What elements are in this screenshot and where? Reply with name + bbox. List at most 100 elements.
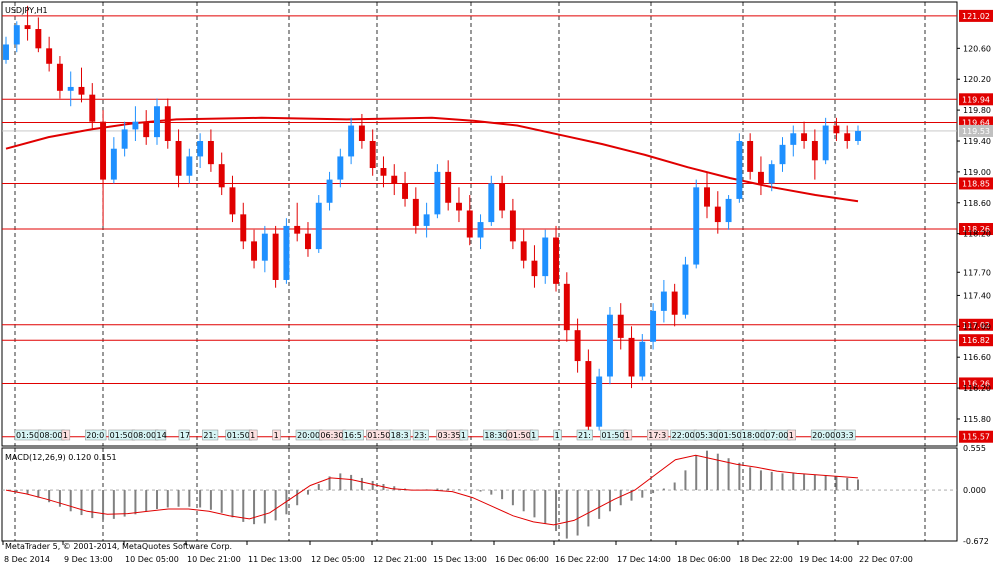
candle-body [477, 222, 484, 238]
session-label: 01:50 [719, 431, 742, 440]
session-label: 1 [789, 431, 794, 440]
candle-body [35, 29, 42, 49]
current-price-tag [959, 124, 993, 137]
candle-body [531, 260, 538, 277]
price-axis-label: 119.80 [963, 106, 991, 115]
macd-axis-label: 0.000 [963, 486, 986, 495]
price-axis-label: 116.20 [963, 384, 991, 393]
candle-body [423, 214, 430, 226]
candle-body [682, 264, 689, 315]
session-label-box [85, 429, 107, 441]
level-price-label: 117.02 [962, 321, 990, 330]
time-axis-label: 15 Dec 13:00 [433, 555, 487, 564]
price-axis-label: 117.00 [963, 322, 991, 331]
time-axis-label: 16 Dec 06:00 [495, 555, 549, 564]
price-axis-label: 116.60 [963, 353, 991, 362]
candle-body [606, 314, 613, 377]
candle-body [801, 133, 808, 141]
session-label: 21: [578, 431, 591, 440]
session-label: 08:00 [39, 431, 62, 440]
session-label-box [342, 429, 364, 441]
time-axis-label: 12 Dec 05:00 [311, 555, 365, 564]
candle-body [844, 133, 851, 141]
candle-body [563, 283, 570, 331]
candle-body [779, 144, 786, 165]
candle-body [369, 140, 376, 169]
candle-body [596, 376, 603, 427]
candle-body [736, 140, 743, 199]
session-label-box [61, 429, 71, 441]
session-label-box [576, 429, 593, 441]
candle-body [445, 171, 452, 203]
candle-body [100, 121, 107, 180]
level-price-label: 118.85 [962, 179, 990, 188]
time-axis-label: 16 Dec 22:00 [555, 555, 609, 564]
session-label: 20:0 [86, 431, 104, 440]
candle-body [229, 187, 236, 215]
grid-layer [1, 1, 958, 542]
candle-body [757, 171, 764, 184]
candle-body [110, 148, 117, 180]
time-axis-label: 10 Dec 21:00 [187, 555, 241, 564]
session-label: 1 [555, 431, 560, 440]
session-label: 1 [250, 431, 255, 440]
session-label: 1 [63, 431, 68, 440]
candle-body [391, 175, 398, 184]
macd-pane-frame [1, 447, 958, 542]
level-price-label: 119.64 [962, 118, 990, 127]
session-label: 03:3 [836, 431, 854, 440]
level-price-tag [959, 177, 993, 190]
candle-body [714, 206, 721, 223]
candle-body [509, 210, 516, 242]
candle-body [272, 233, 279, 280]
session-label: 01:50 [601, 431, 624, 440]
price-pane-frame [1, 1, 958, 447]
candle-body [855, 130, 861, 141]
session-label: 23: [414, 431, 427, 440]
copyright-text: MetaTrader 5, © 2001-2014, MetaQuotes So… [5, 542, 232, 551]
candle-body [650, 310, 657, 342]
session-label-box [412, 429, 429, 441]
session-label-box [529, 429, 539, 441]
candle-body [585, 361, 592, 427]
candle-body [455, 202, 462, 211]
candle-body [56, 63, 63, 91]
candle-body [617, 314, 624, 338]
candle-body [78, 86, 85, 95]
candle-body [412, 198, 419, 226]
level-price-tag [959, 318, 993, 331]
level-price-tag [959, 377, 993, 390]
candle-body [553, 237, 559, 284]
session-label: 01:50 [227, 431, 250, 440]
level-price-label: 119.94 [962, 95, 990, 104]
session-label: 18:3 [391, 431, 409, 440]
session-label: 1 [531, 431, 536, 440]
candle-body [197, 140, 204, 157]
candle-body [693, 187, 700, 265]
candle-body [207, 140, 214, 165]
session-labels-layer: 01:50 08:00 1 20:0 01:50 08:00 14 17 21: 01:50 1 1 2… [14, 429, 856, 441]
level-price-tag [959, 430, 993, 443]
candle-body [283, 225, 290, 280]
session-label: 01:50 [110, 431, 133, 440]
price-axis-label: 118.20 [963, 230, 991, 239]
candles-layer [3, 5, 861, 437]
price-axis-label: 119.40 [963, 137, 991, 146]
candle-body [488, 183, 495, 223]
candle-body [520, 241, 527, 261]
candle-body [833, 125, 840, 134]
session-label-box [155, 429, 167, 441]
session-label-box [389, 429, 411, 441]
level-price-tag [959, 223, 993, 236]
candle-body [434, 171, 441, 215]
time-axis-label: 9 Dec 13:00 [64, 555, 113, 564]
level-price-label: 115.57 [962, 433, 990, 442]
price-axis-label: 120.20 [963, 75, 991, 84]
session-label: 03:35 [438, 431, 461, 440]
level-price-label: 118.26 [962, 225, 990, 234]
candle-body [358, 125, 365, 141]
candle-body [811, 140, 818, 161]
level-price-label: 116.26 [962, 379, 990, 388]
